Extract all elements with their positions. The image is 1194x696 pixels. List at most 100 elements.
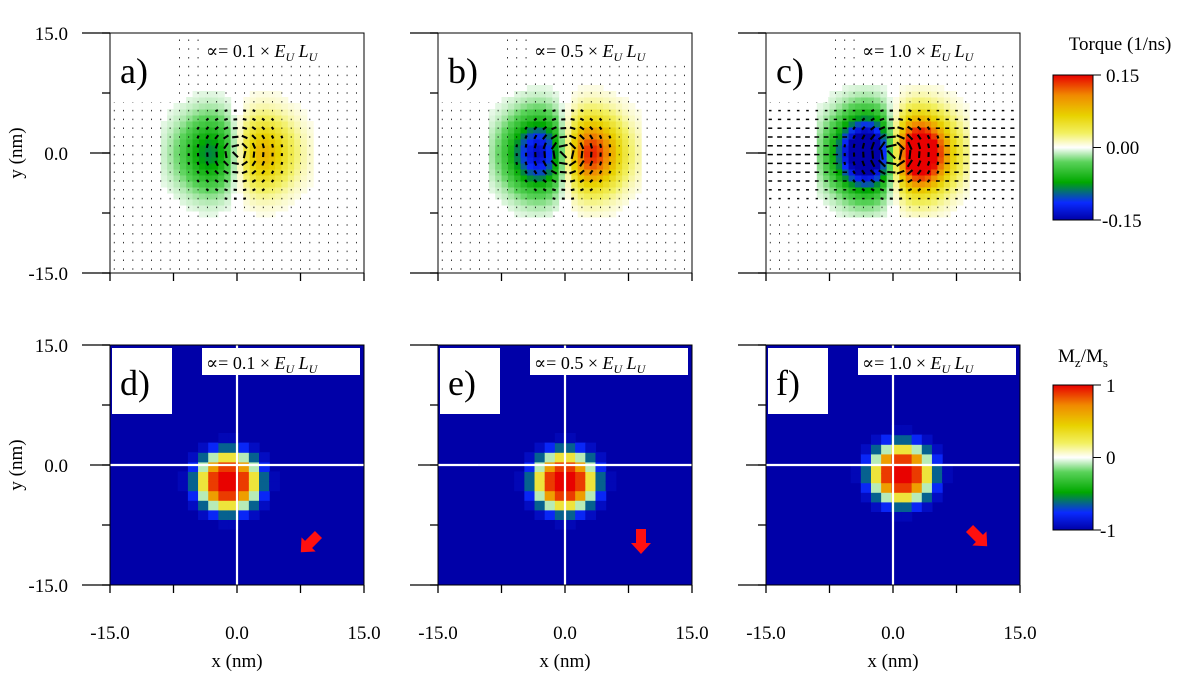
torque-cell (514, 163, 522, 170)
torque-cell (268, 127, 276, 134)
torque-cell (893, 199, 900, 206)
vector-arrow (205, 117, 210, 122)
torque-cell (217, 187, 225, 194)
torque-cell (823, 139, 830, 146)
torque-cell (899, 85, 907, 92)
torque-cell (873, 133, 881, 140)
torque-cell (886, 139, 894, 146)
vector-arrow (251, 126, 257, 131)
torque-cell (950, 91, 957, 98)
torque-cell (571, 121, 579, 128)
torque-cell (281, 187, 289, 194)
torque-cell (609, 187, 617, 194)
vector-arrow (542, 134, 548, 140)
vector-arrow (241, 160, 248, 167)
torque-cell (565, 181, 572, 188)
torque-cell (167, 115, 174, 122)
torque-cell (918, 91, 926, 98)
torque-cell (198, 103, 206, 110)
vector-arrow (559, 170, 567, 174)
torque-cell (861, 169, 869, 176)
torque-cell (160, 163, 168, 170)
vector-arrow (880, 149, 884, 160)
torque-cell (294, 157, 301, 164)
torque-cell (224, 127, 232, 134)
torque-cell (268, 163, 276, 170)
panel-label: a) (120, 51, 148, 91)
mz-cell (248, 452, 260, 463)
panel-e: e) ∝= 0.5 × EU LU-15.0 0.0 15.0x (nm) (410, 344, 709, 672)
torque-cell (609, 91, 617, 98)
torque-cell (956, 109, 964, 116)
torque-cell (899, 103, 907, 110)
torque-cell (192, 109, 200, 116)
vector-arrow (533, 126, 538, 131)
mz-cell (891, 473, 903, 484)
torque-cell (533, 157, 541, 164)
torque-cell (584, 169, 591, 176)
torque-cell (237, 127, 244, 134)
vector-arrow (524, 126, 528, 131)
vector-arrow (861, 117, 866, 122)
torque-cell (167, 163, 174, 170)
vector-arrow (543, 151, 547, 159)
torque-cell (943, 211, 951, 218)
alpha-annotation-box (858, 348, 1016, 375)
torque-cell (186, 145, 194, 152)
torque-cell (956, 121, 964, 128)
mz-cell (565, 461, 576, 472)
mz-cell (565, 481, 576, 492)
torque-cell (842, 121, 850, 128)
torque-cell (835, 175, 843, 182)
torque-cell (893, 193, 900, 200)
torque-cell (526, 175, 534, 182)
torque-cell (173, 139, 181, 146)
vector-arrow (878, 141, 886, 151)
torque-cell (634, 181, 642, 188)
torque-cell (514, 127, 522, 134)
vector-arrow (241, 134, 248, 140)
torque-cell (256, 151, 263, 158)
torque-cell (294, 187, 301, 194)
torque-cell (552, 115, 560, 122)
torque-cell (198, 169, 206, 176)
vector-arrow (608, 135, 612, 139)
torque-cell (931, 193, 938, 200)
torque-cell (577, 97, 585, 104)
torque-cell (873, 145, 881, 152)
torque-cell (243, 175, 251, 182)
torque-cell (179, 133, 187, 140)
torque-cell (905, 91, 913, 98)
torque-cell (854, 181, 862, 188)
vector-arrow (252, 188, 256, 192)
mz-cell (228, 452, 240, 463)
vector-arrow (598, 161, 603, 166)
vector-arrow (214, 160, 219, 167)
torque-cell (533, 181, 541, 188)
torque-cell (256, 169, 263, 176)
torque-cell (495, 187, 502, 194)
torque-cell (205, 211, 213, 218)
torque-cell (167, 151, 174, 158)
mz-cell (870, 444, 882, 455)
torque-cell (501, 199, 509, 206)
torque-cell (565, 169, 572, 176)
torque-cell (173, 127, 181, 134)
vector-arrow (852, 179, 856, 183)
torque-cell (848, 85, 856, 92)
mz-cell (218, 461, 230, 472)
torque-cell (590, 199, 598, 206)
torque-cell (590, 85, 598, 92)
torque-cell (275, 115, 282, 122)
torque-cell (539, 193, 547, 200)
torque-cell (571, 193, 579, 200)
torque-cell (211, 145, 219, 152)
torque-cell (816, 115, 824, 122)
torque-cell (514, 109, 522, 116)
torque-cell (198, 145, 206, 152)
torque-cell (514, 139, 522, 146)
torque-cell (173, 121, 181, 128)
torque-cell (912, 139, 919, 146)
vector-arrow (869, 159, 876, 168)
vector-arrow (589, 126, 594, 131)
